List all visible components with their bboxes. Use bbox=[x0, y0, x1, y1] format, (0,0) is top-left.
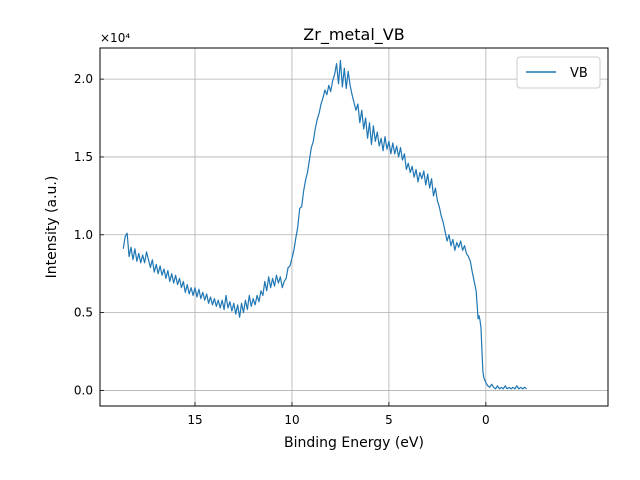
ticks: 15 10 5 0 0.0 0.5 1.0 1.5 2.0 bbox=[74, 72, 490, 427]
series-line-vb bbox=[122, 59, 527, 390]
legend: VB bbox=[516, 56, 601, 89]
y-axis-label: Intensity (a.u.) bbox=[44, 176, 60, 279]
x-tick-label: 0 bbox=[482, 413, 490, 427]
y-tick-label: 0.5 bbox=[74, 306, 93, 320]
x-axis-label: Binding Energy (eV) bbox=[284, 435, 424, 451]
chart-title: Zr_metal_VB bbox=[303, 25, 404, 45]
x-tick-label: 5 bbox=[385, 413, 393, 427]
grid bbox=[100, 48, 608, 406]
series-layer bbox=[122, 59, 527, 390]
x-tick-label: 10 bbox=[284, 413, 299, 427]
y-tick-label: 1.0 bbox=[74, 228, 93, 242]
y-tick-label: 1.5 bbox=[74, 150, 93, 164]
y-tick-label: 2.0 bbox=[74, 72, 93, 86]
plot-area bbox=[122, 59, 527, 390]
legend-box bbox=[516, 56, 601, 89]
y-tick-label: 0.0 bbox=[74, 383, 93, 397]
axes-frame bbox=[99, 47, 609, 407]
x-tick-label: 15 bbox=[187, 413, 202, 427]
legend-label-vb: VB bbox=[570, 66, 588, 81]
y-offset-text: ×10⁴ bbox=[100, 31, 130, 45]
